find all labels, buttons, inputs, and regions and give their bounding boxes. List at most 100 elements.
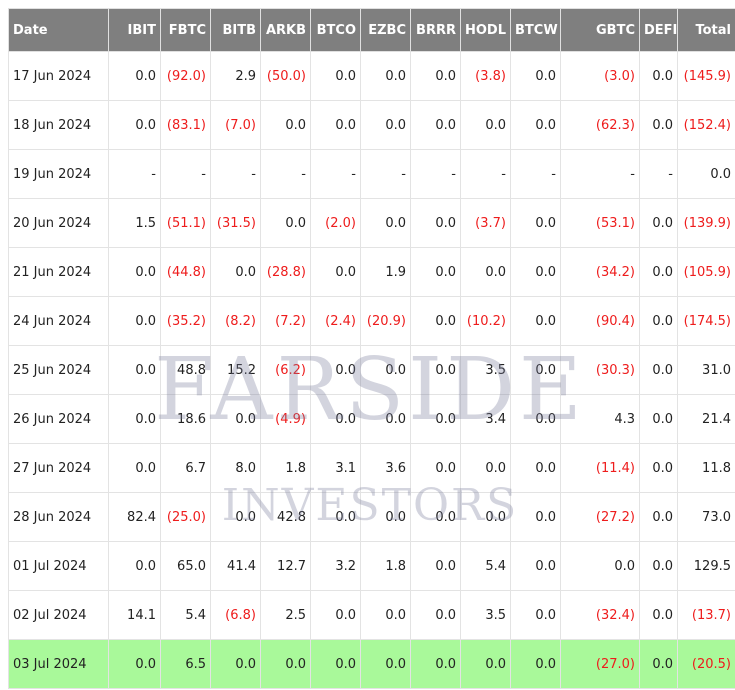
flow-cell-ibit: 0.0 — [108, 51, 161, 101]
table-row: 17 Jun 2024 0.0 (92.0) 2.9 (50.0) 0.0 0.0 0.0 (3… — [8, 51, 735, 101]
flow-cell-hodl: 0.0 — [460, 443, 511, 493]
flow-cell-btcw: 0.0 — [510, 590, 561, 640]
etf-flow-table: Date IBIT FBTC BITB ARKB BTCO EZBC BRRR HODL BTCW… — [8, 8, 735, 689]
flow-cell-brrr: 0.0 — [410, 247, 461, 297]
flow-cell-total: (152.4) — [677, 100, 735, 150]
flow-cell-ezbc: 0.0 — [360, 394, 411, 444]
flow-cell-gbtc: (32.4) — [560, 590, 640, 640]
flow-cell-bitb: 2.9 — [210, 51, 261, 101]
flow-cell-hodl: (3.7) — [460, 198, 511, 248]
flow-cell-ibit: 0.0 — [108, 247, 161, 297]
flow-cell-gbtc: (27.2) — [560, 492, 640, 542]
date-cell: 18 Jun 2024 — [8, 100, 109, 150]
flow-cell-hodl: 3.5 — [460, 590, 511, 640]
date-cell: 20 Jun 2024 — [8, 198, 109, 248]
flow-cell-ibit: 0.0 — [108, 345, 161, 395]
flow-cell-defi: 0.0 — [639, 345, 678, 395]
table-row: 20 Jun 2024 1.5 (51.1) (31.5) 0.0 (2.0) 0.0 0.0… — [8, 198, 735, 248]
flow-cell-fbtc: 18.6 — [160, 394, 211, 444]
flow-cell-brrr: 0.0 — [410, 639, 461, 689]
column-header-bitb: BITB — [210, 8, 261, 52]
flow-cell-ezbc: 0.0 — [360, 100, 411, 150]
flow-cell-btcw: 0.0 — [510, 198, 561, 248]
flow-cell-fbtc: 48.8 — [160, 345, 211, 395]
table-row: 02 Jul 2024 14.1 5.4 (6.8) 2.5 0.0 0.0 0.0 3.5 0.… — [8, 590, 735, 640]
flow-cell-fbtc: 6.7 — [160, 443, 211, 493]
flow-cell-ezbc: 0.0 — [360, 639, 411, 689]
flow-cell-total: (174.5) — [677, 296, 735, 346]
flow-cell-arkb: 12.7 — [260, 541, 311, 591]
flow-cell-fbtc: 5.4 — [160, 590, 211, 640]
flow-cell-ibit: 1.5 — [108, 198, 161, 248]
flow-cell-bitb: (6.8) — [210, 590, 261, 640]
flow-cell-ibit: 82.4 — [108, 492, 161, 542]
date-cell: 01 Jul 2024 — [8, 541, 109, 591]
flow-cell-btco: - — [310, 149, 361, 199]
flow-cell-ezbc: (20.9) — [360, 296, 411, 346]
flow-cell-defi: 0.0 — [639, 51, 678, 101]
flow-cell-btcw: 0.0 — [510, 639, 561, 689]
flow-cell-ezbc: 0.0 — [360, 492, 411, 542]
table-row: 28 Jun 2024 82.4 (25.0) 0.0 42.8 0.0 0.0 0.0 0.0… — [8, 492, 735, 542]
flow-cell-ezbc: 0.0 — [360, 198, 411, 248]
flow-cell-arkb: (7.2) — [260, 296, 311, 346]
date-cell: 21 Jun 2024 — [8, 247, 109, 297]
flow-cell-ibit: 0.0 — [108, 394, 161, 444]
flow-cell-hodl: (10.2) — [460, 296, 511, 346]
flow-cell-bitb: 15.2 — [210, 345, 261, 395]
flow-cell-ezbc: 0.0 — [360, 51, 411, 101]
flow-cell-btco: 0.0 — [310, 590, 361, 640]
column-header-date: Date — [8, 8, 109, 52]
flow-cell-ezbc: - — [360, 149, 411, 199]
flow-cell-arkb: (4.9) — [260, 394, 311, 444]
column-header-btcw: BTCW — [510, 8, 561, 52]
date-cell: 24 Jun 2024 — [8, 296, 109, 346]
flow-cell-arkb: - — [260, 149, 311, 199]
flow-cell-ibit: 0.0 — [108, 100, 161, 150]
flow-cell-btcw: 0.0 — [510, 492, 561, 542]
flow-cell-fbtc: (51.1) — [160, 198, 211, 248]
table-row: 19 Jun 2024- - - - - - - - - - -0.0 — [8, 149, 735, 199]
flow-cell-arkb: 0.0 — [260, 639, 311, 689]
flow-cell-btco: 0.0 — [310, 394, 361, 444]
flow-cell-ezbc: 0.0 — [360, 590, 411, 640]
flow-cell-arkb: 1.8 — [260, 443, 311, 493]
flow-cell-bitb: 8.0 — [210, 443, 261, 493]
date-cell: 19 Jun 2024 — [8, 149, 109, 199]
flow-cell-defi: 0.0 — [639, 394, 678, 444]
flow-cell-arkb: 42.8 — [260, 492, 311, 542]
flow-cell-btco: 0.0 — [310, 100, 361, 150]
column-header-brrr: BRRR — [410, 8, 461, 52]
flow-cell-fbtc: 65.0 — [160, 541, 211, 591]
table-row: 24 Jun 2024 0.0 (35.2) (8.2) (7.2) (2.4) (20.9… — [8, 296, 735, 346]
flow-cell-total: 129.5 — [677, 541, 735, 591]
column-header-ezbc: EZBC — [360, 8, 411, 52]
flow-cell-btco: 3.2 — [310, 541, 361, 591]
flow-cell-fbtc: (35.2) — [160, 296, 211, 346]
date-cell: 27 Jun 2024 — [8, 443, 109, 493]
column-header-btco: BTCO — [310, 8, 361, 52]
flow-cell-brrr: 0.0 — [410, 51, 461, 101]
flow-cell-defi: - — [639, 149, 678, 199]
flow-cell-bitb: - — [210, 149, 261, 199]
flow-cell-fbtc: 6.5 — [160, 639, 211, 689]
flow-cell-total: 0.0 — [677, 149, 735, 199]
flow-cell-bitb: 41.4 — [210, 541, 261, 591]
flow-cell-fbtc: (25.0) — [160, 492, 211, 542]
flow-cell-ezbc: 1.8 — [360, 541, 411, 591]
flow-cell-ibit: 0.0 — [108, 639, 161, 689]
flow-cell-btcw: 0.0 — [510, 443, 561, 493]
flow-cell-hodl: 0.0 — [460, 247, 511, 297]
flow-cell-defi: 0.0 — [639, 198, 678, 248]
flow-cell-arkb: 0.0 — [260, 198, 311, 248]
flow-cell-btco: 0.0 — [310, 345, 361, 395]
flow-cell-defi: 0.0 — [639, 590, 678, 640]
column-header-total: Total — [677, 8, 735, 52]
date-cell: 26 Jun 2024 — [8, 394, 109, 444]
flow-cell-bitb: 0.0 — [210, 492, 261, 542]
table-row: 01 Jul 2024 0.0 65.0 41.4 12.7 3.2 1.8 0.0 5.4 0.… — [8, 541, 735, 591]
flow-cell-btcw: 0.0 — [510, 296, 561, 346]
flow-cell-ibit: 14.1 — [108, 590, 161, 640]
flow-cell-btco: 0.0 — [310, 492, 361, 542]
flow-cell-defi: 0.0 — [639, 296, 678, 346]
